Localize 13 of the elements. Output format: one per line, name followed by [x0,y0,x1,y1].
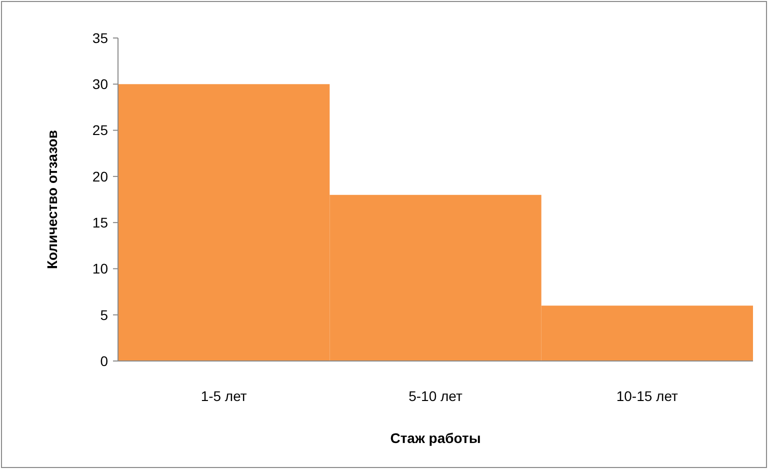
y-tick-label: 5 [100,306,108,323]
x-tick-label: 5-10 лет [408,388,463,404]
x-tick-label: 10-15 лет [616,388,679,404]
x-tick-label: 1-5 лет [200,388,248,404]
x-axis-title: Стаж работы [390,430,481,446]
y-tick-label: 25 [92,122,108,138]
y-tick-label: 35 [92,30,108,46]
y-tick-label: 30 [92,76,108,92]
y-tick-label: 10 [92,260,108,277]
y-tick-label: 0 [100,352,108,369]
y-tick-label: 15 [92,214,108,230]
y-axis-title: Количество отзазов [44,130,60,270]
y-tick-label: 20 [92,168,108,184]
